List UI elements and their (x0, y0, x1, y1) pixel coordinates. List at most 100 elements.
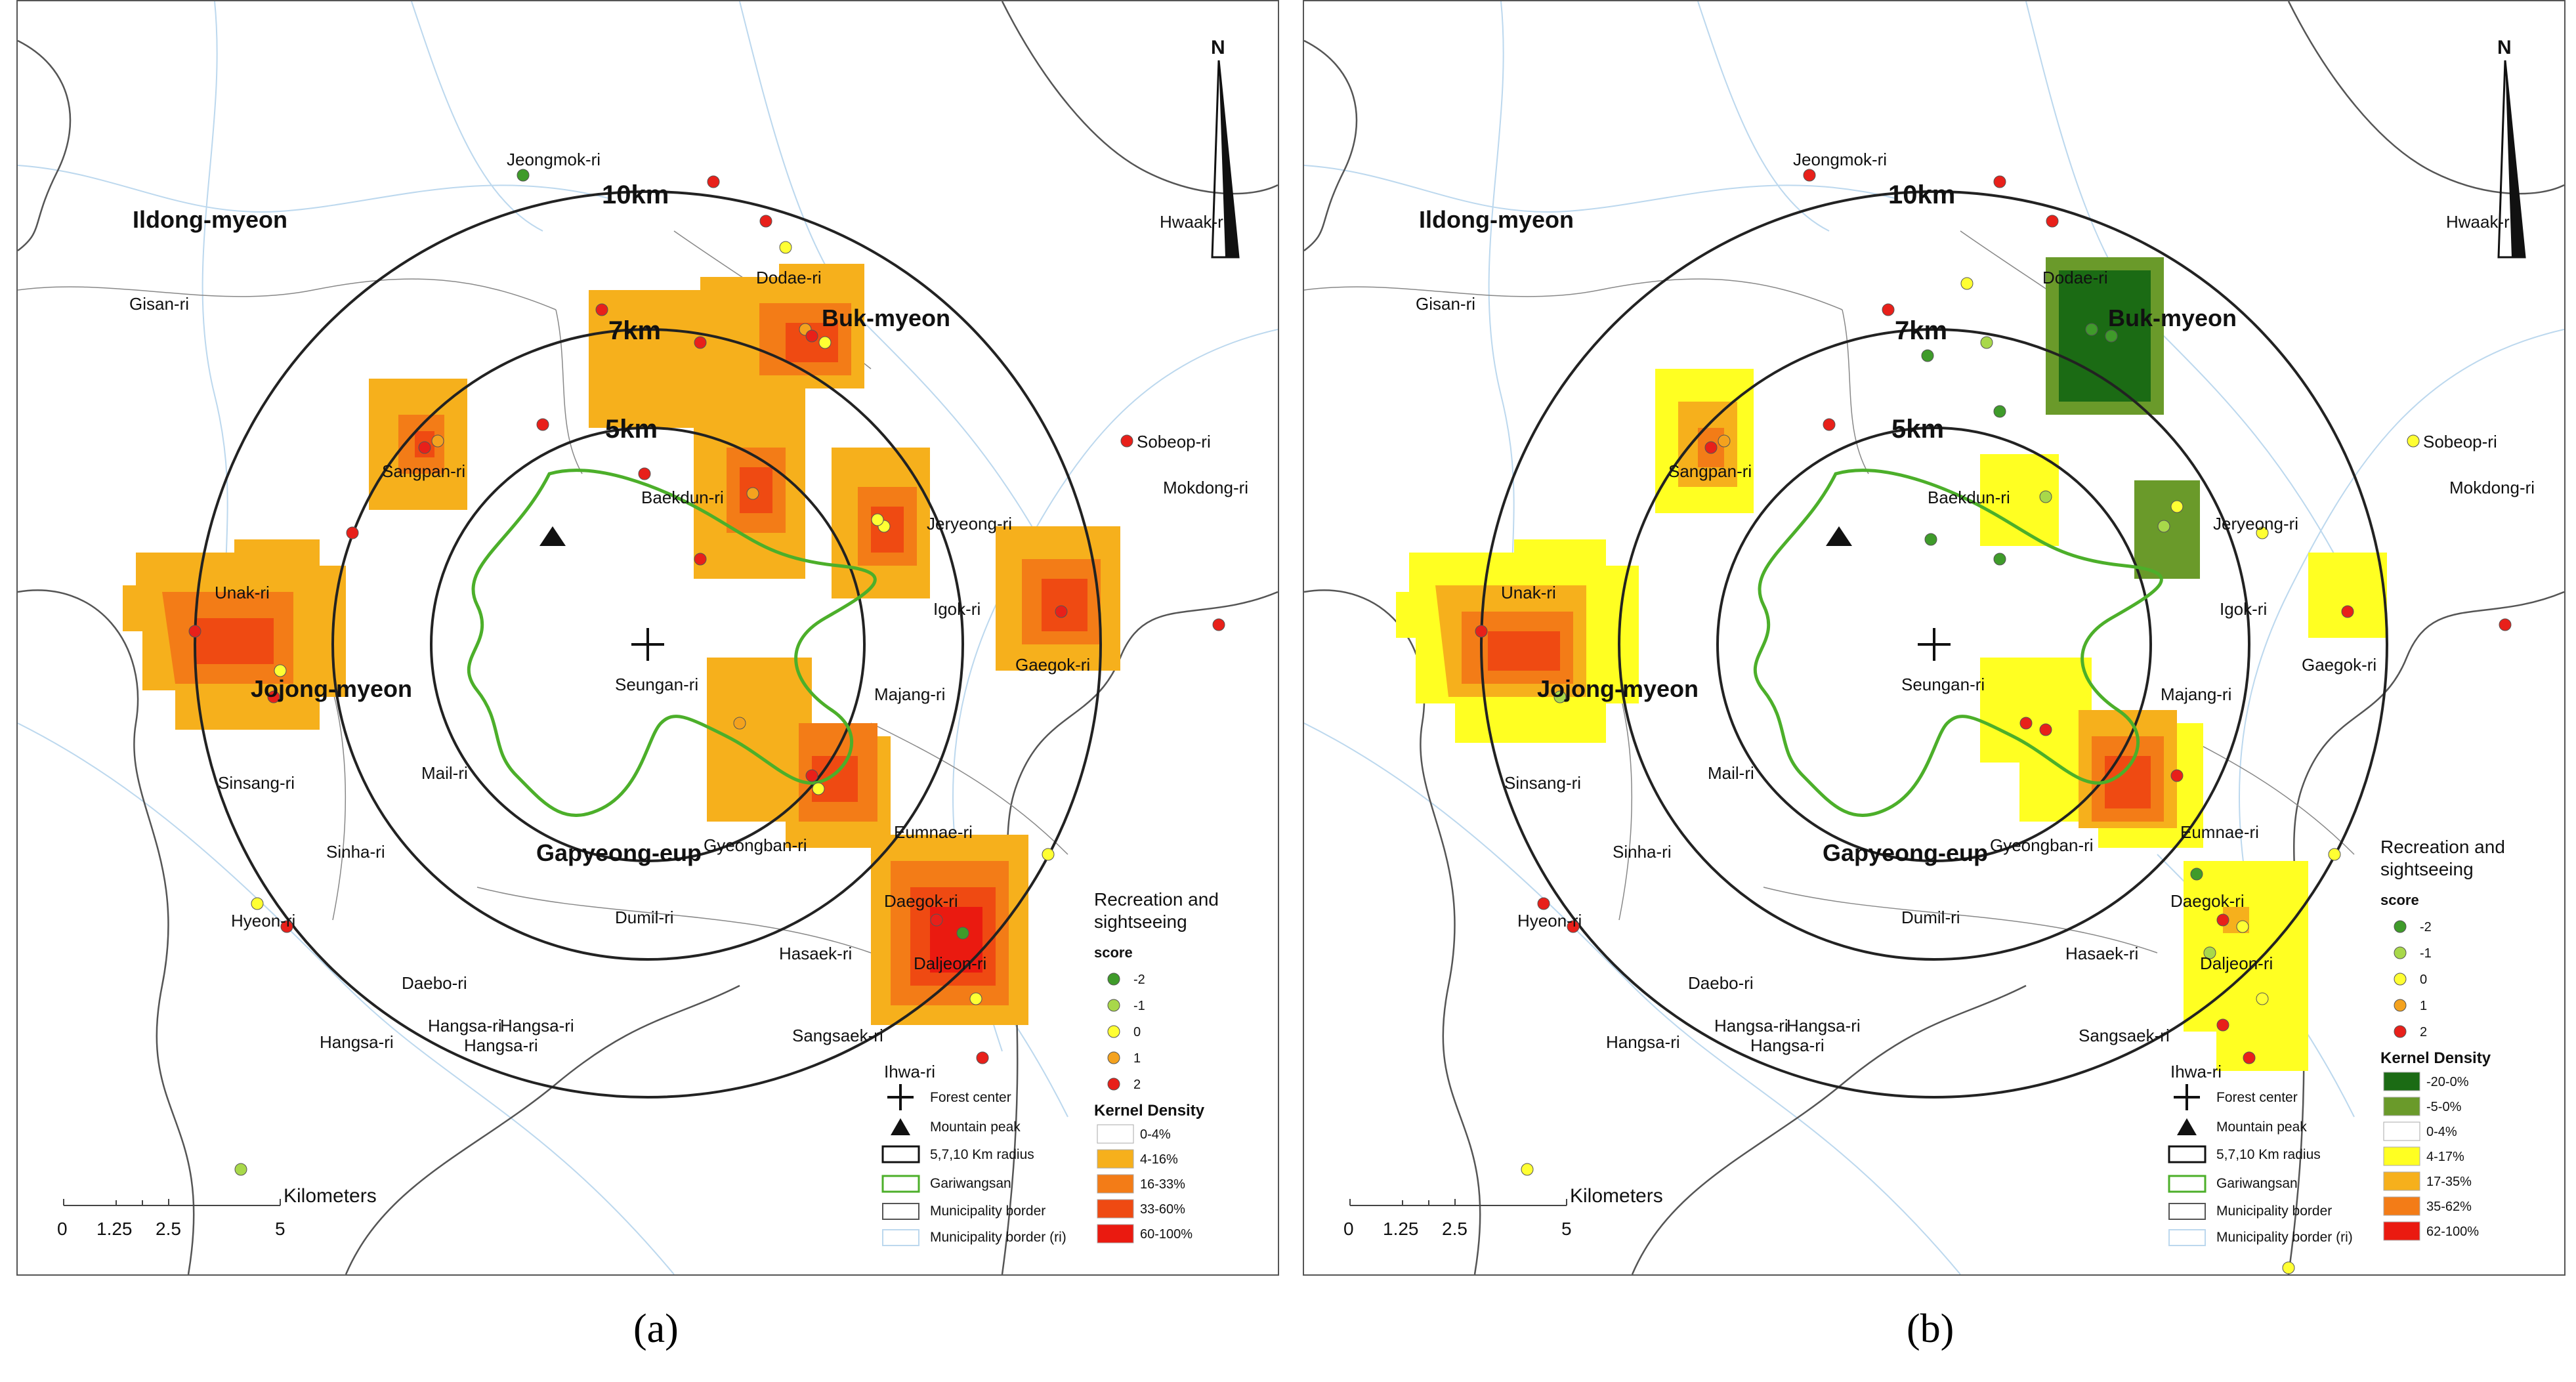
legend-gariwangsan: Gariwangsan (2216, 1176, 2298, 1191)
legend-score-2: 0 (2420, 973, 2427, 987)
label-sinha: Sinha-ri (326, 842, 385, 862)
label-jeryeong: Jeryeong-ri (2213, 514, 2298, 534)
label-baekdun: Baekdun-ri (641, 488, 724, 507)
label-hangsa-2: Hangsa-ri (500, 1016, 574, 1036)
label-hangsa-3: Hangsa-ri (1750, 1036, 1825, 1055)
scale-bar: Kilometers 0 1.25 2.5 5 (57, 1185, 377, 1239)
legend-gariwangsan: Gariwangsan (930, 1176, 1011, 1191)
score-legend-a: Recreation and sightseeing score -2 -1 0… (1094, 889, 1219, 1244)
forest-center-symbol (1918, 628, 1951, 661)
legend-title-line1: Recreation and (2380, 837, 2505, 857)
label-gaegok: Gaegok-ri (2302, 655, 2376, 675)
label-dumil: Dumil-ri (615, 908, 674, 927)
legend-score-label: score (1094, 944, 1133, 961)
legend-kernel-0: 0-4% (1140, 1127, 1171, 1142)
ring-10km (194, 190, 1102, 1099)
ring-label-5km: 5km (1891, 415, 1944, 444)
legend-radius: 5,7,10 Km radius (2216, 1147, 2321, 1162)
legend-forest-center: Forest center (2216, 1090, 2298, 1105)
legend-kernel-0: -20-0% (2426, 1075, 2469, 1089)
label-jojong: Jojong-myeon (1537, 675, 1699, 702)
legend-kernel-1: 4-16% (1140, 1152, 1178, 1167)
score-legend-b: Recreation and sightseeing score -2 -1 0… (2380, 837, 2505, 1241)
label-sobeop: Sobeop-ri (1137, 432, 1211, 451)
legend-score-4: 2 (1133, 1078, 1141, 1092)
symbol-legend: Forest center Mountain peak 5,7,10 Km ra… (2168, 1084, 2353, 1246)
label-hasaek: Hasaek-ri (779, 944, 852, 963)
ring-label-7km: 7km (608, 316, 661, 345)
label-sinha: Sinha-ri (1613, 842, 1672, 862)
legend-score-3: 1 (2420, 999, 2427, 1013)
label-gapyeong: Gapyeong-eup (536, 839, 702, 866)
north-arrow: N (2497, 37, 2526, 259)
label-ildong: Ildong-myeon (133, 206, 287, 233)
legend-kernel-5: 35-62% (2426, 1200, 2472, 1214)
ring-7km (1618, 328, 2250, 961)
legend-kernel-3: 33-60% (1140, 1202, 1185, 1217)
label-sinsang: Sinsang-ri (218, 773, 295, 793)
label-baekdun: Baekdun-ri (1928, 488, 2010, 507)
scale-tick-3: 5 (1561, 1219, 1572, 1239)
scale-unit-label: Kilometers (284, 1185, 377, 1207)
kernel-density-b (1396, 257, 2387, 1071)
score-points-a (188, 169, 1225, 1176)
legend-muni-border: Municipality border (2216, 1204, 2332, 1219)
ring-label-10km: 10km (1888, 180, 1955, 209)
legend-forest-center: Forest center (930, 1090, 1011, 1105)
label-bukmyeon: Buk-myeon (2108, 304, 2237, 331)
scale-unit-label: Kilometers (1570, 1185, 1663, 1207)
label-dodae: Dodae-ri (2042, 268, 2108, 287)
legend-mountain-peak: Mountain peak (930, 1120, 1021, 1135)
label-mokdong: Mokdong-ri (1163, 478, 1248, 497)
label-jeryeong: Jeryeong-ri (927, 514, 1012, 534)
label-gyeongban: Gyeongban-ri (1990, 835, 2094, 855)
legend-title-line2: sightseeing (1094, 911, 1187, 932)
ring-10km (1480, 190, 2388, 1099)
ring-label-10km: 10km (602, 180, 669, 209)
label-jeongmok: Jeongmok-ri (507, 150, 601, 169)
legend-muni-border-ri: Municipality border (ri) (930, 1230, 1066, 1245)
ring-5km (1716, 427, 2152, 862)
ring-labels: 10km 7km 5km (1888, 180, 1955, 444)
ring-labels: 10km 7km 5km (602, 180, 669, 444)
legend-kernel-4: 17-35% (2426, 1175, 2472, 1189)
legend-score-0: -2 (1133, 973, 1145, 987)
north-arrow: N (1211, 37, 1240, 259)
legend-kernel-3: 4-17% (2426, 1150, 2464, 1164)
label-hangsa-1: Hangsa-ri (1714, 1016, 1788, 1036)
label-mokdong: Mokdong-ri (2449, 478, 2535, 497)
label-jojong: Jojong-myeon (251, 675, 412, 702)
label-hasaek: Hasaek-ri (2065, 944, 2138, 963)
label-daegok: Daegok-ri (884, 891, 958, 911)
legend-muni-border-ri: Municipality border (ri) (2216, 1230, 2353, 1245)
caption-a: (a) (633, 1307, 679, 1351)
legend-score-0: -2 (2420, 920, 2432, 934)
legend-kernel-title: Kernel Density (1094, 1102, 1205, 1120)
ring-5km (430, 427, 866, 862)
label-gisan: Gisan-ri (129, 294, 189, 314)
scale-tick-0: 0 (57, 1219, 68, 1239)
label-seungan: Seungan-ri (1901, 675, 1985, 694)
label-gyeongban: Gyeongban-ri (704, 835, 807, 855)
legend-muni-border: Municipality border (930, 1204, 1045, 1219)
mountain-peak-symbol (539, 526, 566, 546)
legend-title-line2: sightseeing (2380, 859, 2474, 879)
label-ihwa: Ihwa-ri (884, 1062, 935, 1081)
label-daejeon: Daljeon-ri (2200, 953, 2273, 973)
label-sobeop: Sobeop-ri (2423, 432, 2497, 451)
place-labels: Ildong-myeon Jeongmok-ri Hwaak-ri Gisan-… (1416, 150, 2535, 1081)
score-points-b (1475, 169, 2512, 1274)
gariwangsan-boundary (1753, 469, 2163, 817)
caption-b: (b) (1907, 1307, 1954, 1351)
mountain-peak-symbol (1826, 526, 1852, 546)
label-daegok: Daegok-ri (2170, 891, 2245, 911)
label-sinsang: Sinsang-ri (1504, 773, 1581, 793)
label-hwaak: Hwaak-ri (2446, 212, 2514, 232)
legend-mountain-peak: Mountain peak (2216, 1120, 2307, 1135)
legend-score-2: 0 (1133, 1025, 1141, 1039)
label-igok: Igok-ri (933, 599, 981, 619)
gariwangsan-boundary (467, 469, 877, 817)
ring-label-5km: 5km (605, 415, 658, 444)
legend-kernel-6: 62-100% (2426, 1225, 2479, 1239)
label-seungan: Seungan-ri (615, 675, 698, 694)
